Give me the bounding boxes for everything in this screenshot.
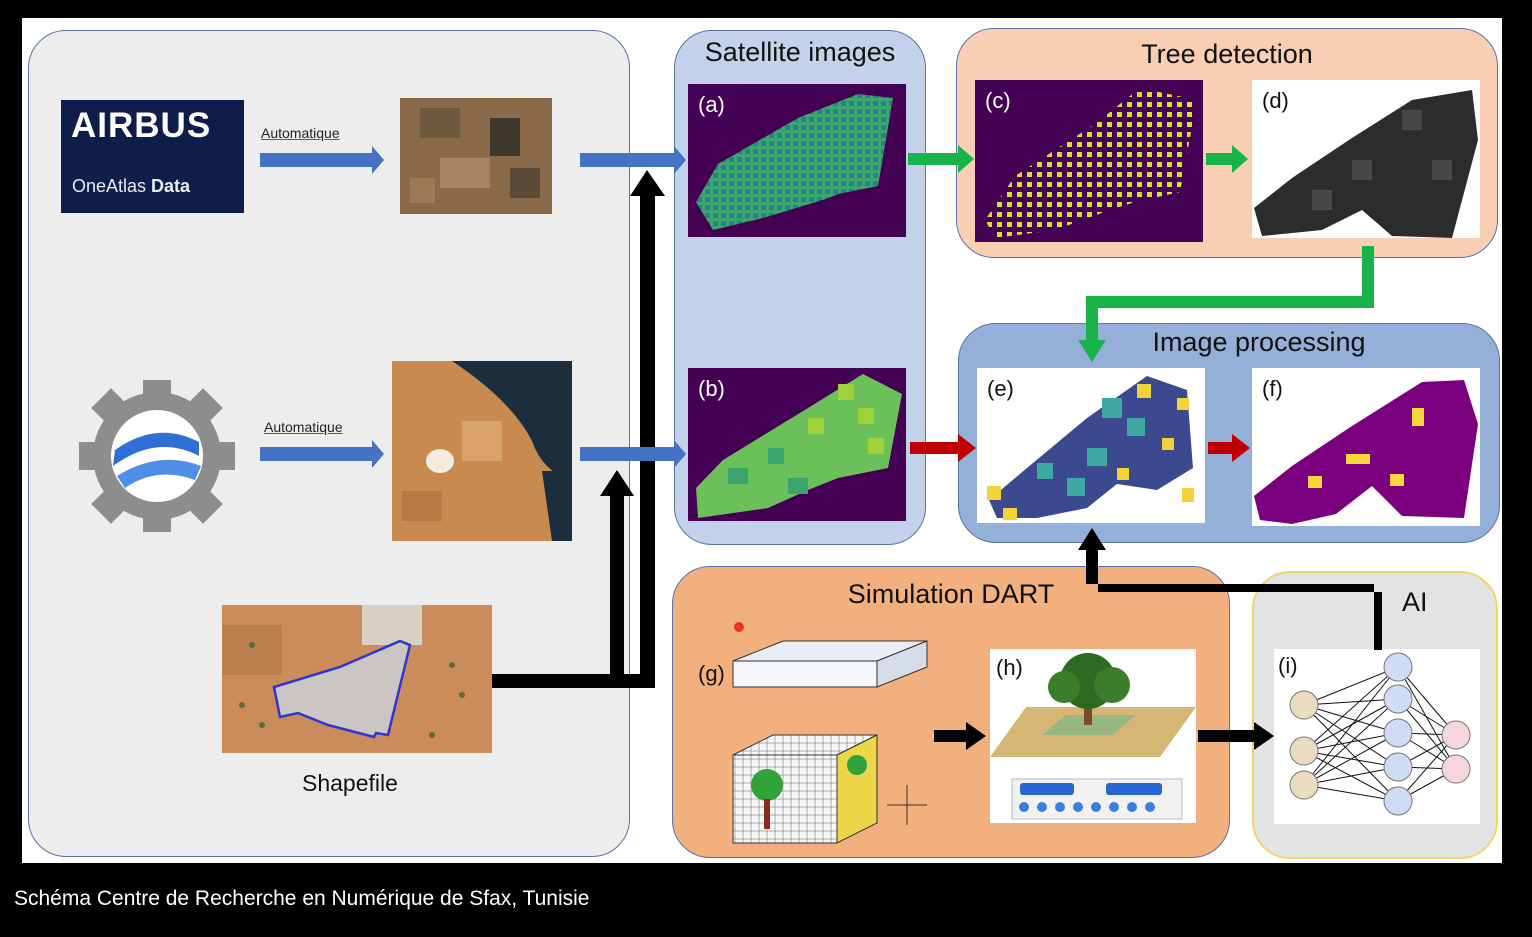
automatique-label-1: Automatique bbox=[261, 125, 340, 141]
panel-g-label: (g) bbox=[698, 661, 725, 686]
nn-node bbox=[1383, 684, 1413, 714]
tree-detection-title: Tree detection bbox=[1141, 39, 1313, 69]
shapefile-map bbox=[222, 605, 492, 753]
neural-network-icon: (i) bbox=[1274, 649, 1480, 824]
workflow-diagram: AIRBUS OneAtlas Data Automatique Automat… bbox=[22, 18, 1502, 863]
image-processing-title: Image processing bbox=[1152, 327, 1366, 357]
airbus-product-prefix: OneAtlas bbox=[72, 176, 152, 196]
d-to-e-green-arrow bbox=[1078, 246, 1374, 362]
panel-e-image: (e) bbox=[977, 368, 1205, 523]
airbus-product-name: OneAtlas Data bbox=[72, 176, 190, 197]
nn-connection bbox=[1303, 732, 1399, 786]
nn-node bbox=[1441, 754, 1471, 784]
shapefile-black-arrow bbox=[492, 170, 665, 688]
panel-i-label: (i) bbox=[1278, 653, 1298, 678]
h-to-i-black-arrow bbox=[1198, 722, 1274, 750]
to-panel-b-blue-arrow bbox=[580, 440, 686, 468]
airbus-product-suffix: Data bbox=[151, 176, 191, 196]
nn-connection bbox=[1397, 734, 1457, 802]
airbus-blue-arrow bbox=[260, 146, 384, 174]
panel-a-label: (a) bbox=[698, 92, 725, 117]
figure-caption: Schéma Centre de Recherche en Numérique … bbox=[14, 887, 590, 910]
panel-d-image: (d) bbox=[1252, 80, 1480, 238]
panel-h-label: (h) bbox=[996, 655, 1023, 680]
nn-connection bbox=[1303, 704, 1399, 768]
nn-connection bbox=[1303, 784, 1399, 802]
nn-connection bbox=[1303, 698, 1399, 786]
satellite-images-title: Satellite images bbox=[704, 37, 896, 67]
dart-tree-render: (h) bbox=[990, 649, 1196, 823]
panel-f-label: (f) bbox=[1262, 376, 1283, 401]
panel-c-image: (c) bbox=[975, 80, 1203, 242]
google-earth-engine-icon bbox=[77, 380, 237, 532]
nn-connection bbox=[1303, 666, 1399, 786]
ai-to-e-black-arrow bbox=[1078, 528, 1382, 650]
nn-connection bbox=[1397, 666, 1457, 736]
nn-node bbox=[1441, 720, 1471, 750]
c-to-d-green-arrow bbox=[1206, 145, 1248, 173]
panel-e-label: (e) bbox=[987, 376, 1014, 401]
nn-connection bbox=[1303, 698, 1399, 752]
panel-d-label: (d) bbox=[1262, 88, 1289, 113]
panel-b-label: (b) bbox=[698, 376, 725, 401]
automatique-label-2: Automatique bbox=[264, 419, 343, 435]
nn-connection bbox=[1303, 704, 1399, 802]
nn-connection bbox=[1303, 666, 1399, 752]
shapefile-black-arrow-2 bbox=[522, 470, 634, 688]
nn-node bbox=[1383, 752, 1413, 782]
g-to-h-black-arrow bbox=[934, 722, 986, 750]
simulation-dart-title: Simulation DART bbox=[847, 579, 1055, 609]
to-panel-a-blue-arrow bbox=[580, 146, 686, 174]
nn-connection bbox=[1303, 698, 1399, 706]
nn-node bbox=[1289, 690, 1319, 720]
nn-node bbox=[1383, 652, 1413, 682]
airbus-satellite-photo bbox=[400, 98, 552, 214]
a-to-c-green-arrow bbox=[908, 145, 974, 173]
e-to-f-red-arrow bbox=[1208, 434, 1250, 462]
nn-connection bbox=[1303, 704, 1399, 734]
nn-node bbox=[1289, 736, 1319, 766]
nn-connection bbox=[1303, 766, 1399, 786]
nn-connection bbox=[1303, 666, 1399, 706]
coastal-satellite-photo bbox=[392, 361, 572, 541]
airbus-logo-text: AIRBUS bbox=[71, 106, 212, 145]
ai-title: AI bbox=[1402, 587, 1428, 617]
airbus-logo: AIRBUS OneAtlas Data bbox=[61, 100, 244, 213]
nn-node bbox=[1289, 770, 1319, 800]
dart-radiative-schema bbox=[727, 615, 937, 855]
b-to-e-red-arrow bbox=[910, 434, 976, 462]
panel-a-image: (a) bbox=[688, 84, 906, 237]
shapefile-label: Shapefile bbox=[302, 770, 398, 796]
nn-node bbox=[1383, 786, 1413, 816]
panel-f-image: (f) bbox=[1252, 368, 1480, 526]
nn-node bbox=[1383, 718, 1413, 748]
panel-c-label: (c) bbox=[985, 88, 1011, 113]
gee-blue-arrow bbox=[260, 440, 384, 468]
flow-arrows bbox=[260, 145, 1382, 750]
panel-b-image: (b) bbox=[688, 368, 906, 521]
nn-connection bbox=[1397, 666, 1457, 770]
